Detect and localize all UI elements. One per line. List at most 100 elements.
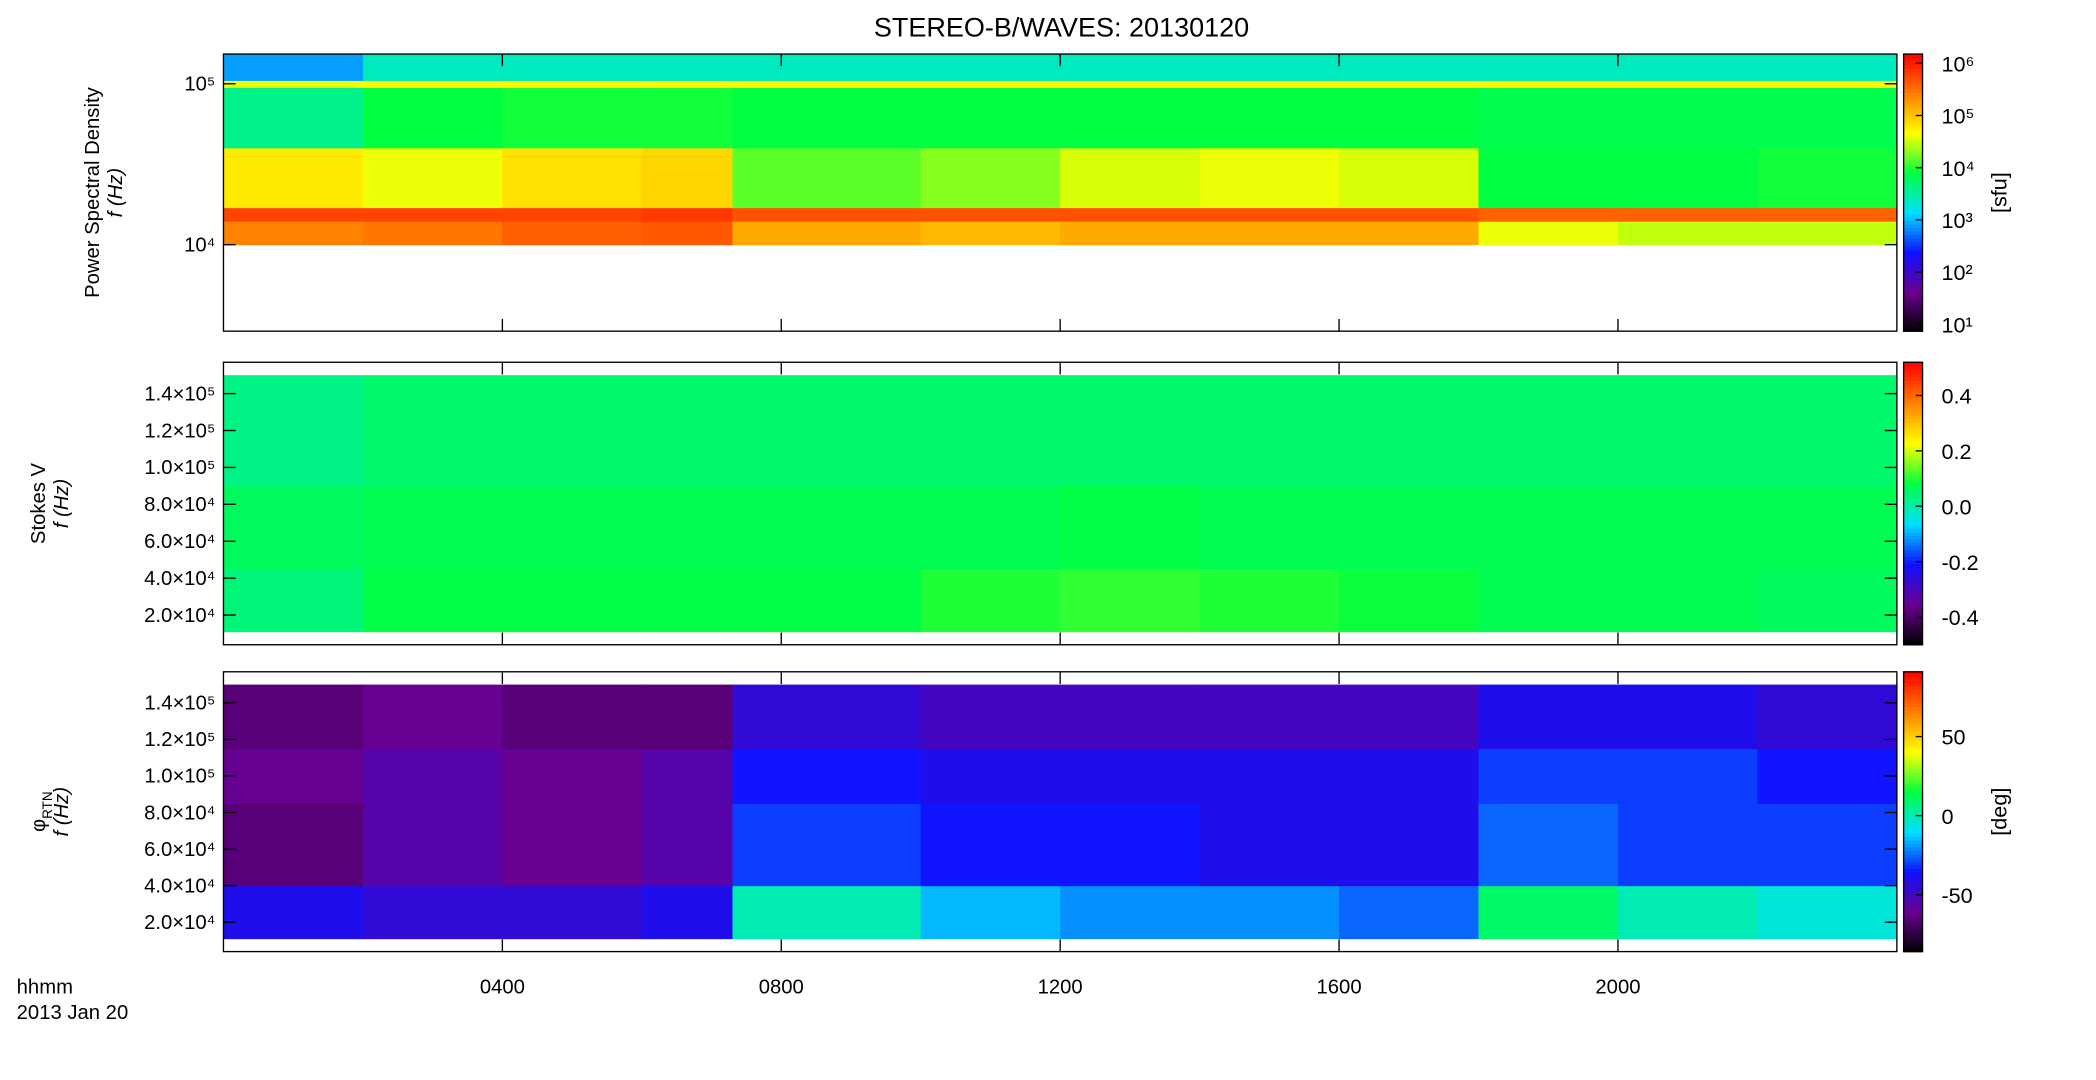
heatmap-cell	[1757, 748, 1898, 804]
colorbar-swatch	[1903, 864, 1923, 869]
colorbar-swatch	[1903, 206, 1923, 211]
colorbar-swatch	[1903, 268, 1923, 273]
colorbar-swatch	[1903, 74, 1923, 79]
heatmap-cell	[502, 221, 643, 246]
colorbar-swatch	[1903, 685, 1923, 690]
y-axis-label: f (Hz)	[51, 787, 73, 837]
heatmap-cell	[1060, 147, 1201, 209]
x-axis-label: 2013 Jan 20	[17, 1002, 129, 1024]
heatmap-cell	[1199, 87, 1340, 149]
colorbar-swatch	[1903, 549, 1923, 554]
colorbar-swatch	[1903, 112, 1923, 118]
heatmap-cell	[1060, 748, 1201, 804]
heatmap-cell	[1617, 54, 1758, 81]
colorbar-swatch	[1903, 168, 1923, 173]
colorbar-swatch	[1903, 637, 1923, 642]
colorbar-swatch	[1903, 199, 1923, 204]
heatmap-cell	[1478, 748, 1619, 804]
colorbar-swatch	[1903, 535, 1923, 540]
colorbar-swatch	[1903, 885, 1923, 890]
colorbar-swatch	[1903, 934, 1923, 939]
colorbar-swatch	[1903, 503, 1923, 508]
colorbar-swatch	[1903, 595, 1923, 600]
colorbar-swatch	[1903, 545, 1923, 551]
heatmap-cell	[1617, 803, 1758, 887]
colorbar-swatch	[1903, 853, 1923, 858]
colorbar-swatch	[1903, 937, 1923, 942]
heatmap-cell	[732, 803, 922, 887]
colorbar-swatch	[1903, 436, 1923, 441]
heatmap-cell	[502, 207, 643, 222]
heatmap-cell	[1757, 221, 1898, 246]
heatmap-cell	[362, 684, 503, 750]
colorbar-swatch	[1903, 265, 1923, 270]
heatmap-cell	[1199, 207, 1340, 222]
colorbar-swatch	[1903, 804, 1923, 809]
heatmap-cell	[502, 684, 643, 750]
y-axis-label: Stokes V	[28, 462, 50, 544]
heatmap-cell	[1199, 80, 1340, 88]
colorbar-swatch	[1903, 171, 1923, 176]
colorbar-swatch	[1903, 394, 1923, 399]
heatmap-cell	[362, 375, 503, 487]
colorbar-swatch	[1903, 230, 1923, 235]
heatmap-cell	[1478, 80, 1619, 88]
colorbar-swatch	[1903, 157, 1923, 163]
heatmap-cell	[362, 207, 503, 222]
heatmap-cell	[920, 87, 1061, 149]
colorbar-swatch	[1903, 507, 1923, 512]
heatmap-cell	[1757, 684, 1898, 750]
colorbar-swatch	[1903, 151, 1923, 156]
colorbar-swatch	[1903, 630, 1923, 635]
colorbar-swatch	[1903, 439, 1923, 445]
colorbar-swatch	[1903, 755, 1923, 760]
colorbar-swatch	[1903, 623, 1923, 628]
heatmap-cell	[1060, 54, 1201, 81]
heatmap-cell	[1060, 207, 1201, 222]
colorbar-swatch	[1903, 140, 1923, 145]
colorbar-swatch	[1903, 327, 1923, 332]
heatmap-cell	[223, 221, 364, 246]
colorbar-swatch	[1903, 552, 1923, 558]
colorbar-swatch	[1903, 762, 1923, 767]
colorbar-swatch	[1903, 251, 1923, 256]
colorbar-swatch	[1903, 801, 1923, 806]
colorbar-swatch	[1903, 734, 1923, 739]
colorbar-swatch	[1903, 556, 1923, 561]
colorbar-swatch	[1903, 829, 1923, 834]
colorbar-swatch	[1903, 836, 1923, 841]
colorbar-swatch	[1903, 450, 1923, 455]
x-tick-label: 0400	[480, 976, 525, 998]
colorbar-swatch	[1903, 699, 1923, 704]
heatmap-cell	[1617, 80, 1758, 88]
colorbar-swatch	[1903, 144, 1923, 149]
colorbar-tick-label: 0.4	[1941, 384, 1971, 409]
colorbar-swatch	[1903, 478, 1923, 483]
heatmap-cell	[920, 147, 1061, 209]
colorbar-tick-label: 10³	[1941, 208, 1972, 233]
colorbar-swatch	[1903, 634, 1923, 639]
heatmap-cell	[502, 80, 643, 88]
colorbar-swatch	[1903, 738, 1923, 743]
colorbar-swatch	[1903, 913, 1923, 918]
heatmap-cell	[732, 375, 922, 487]
colorbar-swatch	[1903, 372, 1923, 378]
colorbar-swatch	[1903, 196, 1923, 201]
colorbar-swatch	[1903, 475, 1923, 480]
colorbar-tick-label: 0.2	[1941, 439, 1971, 464]
colorbar-swatch	[1903, 482, 1923, 487]
y-tick-label: 6.0×10⁴	[144, 531, 215, 553]
y-axis-label-subscript: RTN	[40, 791, 55, 819]
colorbar-swatch	[1903, 279, 1923, 284]
heatmap-cell	[1757, 485, 1898, 570]
heatmap-cell	[1199, 748, 1340, 804]
heatmap-cell	[920, 568, 1061, 633]
colorbar-swatch	[1903, 927, 1923, 932]
heatmap-cell	[1757, 885, 1898, 940]
colorbar-swatch	[1903, 71, 1923, 76]
colorbar-swatch	[1903, 815, 1923, 820]
colorbar-swatch	[1903, 496, 1923, 501]
heatmap-cell	[920, 80, 1061, 88]
heatmap-cell	[732, 684, 922, 750]
